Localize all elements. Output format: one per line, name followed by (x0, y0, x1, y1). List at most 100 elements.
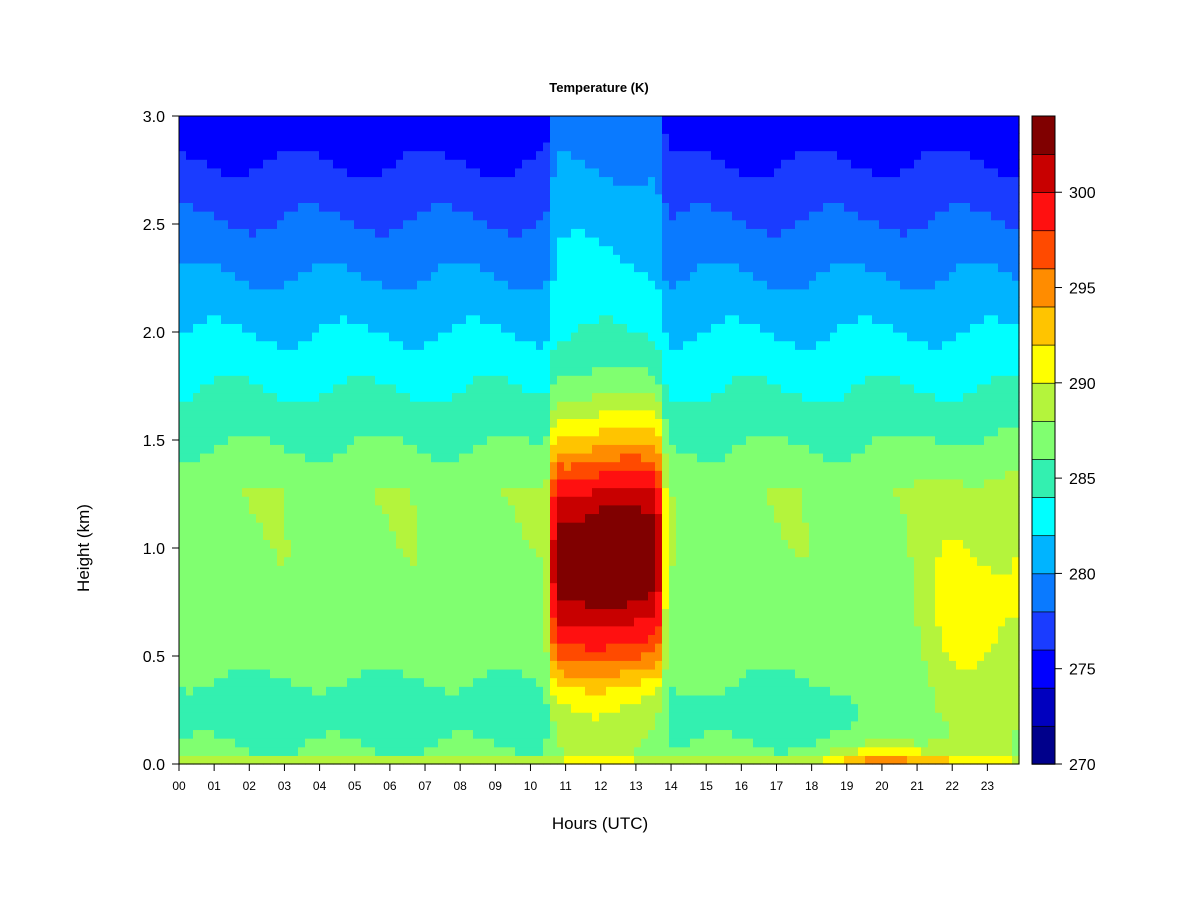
heatmap-cell (340, 383, 348, 394)
heatmap-cell (403, 668, 411, 679)
heatmap-cell (578, 366, 586, 376)
heatmap-cell (550, 703, 558, 713)
heatmap-cell (284, 271, 292, 281)
heatmap-cell (207, 634, 215, 644)
heatmap-cell (298, 522, 306, 532)
heatmap-cell (627, 582, 635, 592)
heatmap-cell (396, 236, 404, 247)
heatmap-cell (382, 720, 390, 731)
heatmap-cell (480, 124, 488, 134)
heatmap-cell (263, 599, 271, 610)
heatmap-cell (298, 193, 306, 203)
heatmap-cell (284, 159, 292, 169)
heatmap-cell (466, 435, 474, 445)
heatmap-cell (186, 513, 194, 523)
heatmap-cell (305, 297, 313, 307)
heatmap-cell (200, 150, 208, 160)
heatmap-cell (543, 617, 551, 627)
heatmap-cell (333, 271, 341, 281)
heatmap-cell (361, 332, 369, 342)
heatmap-cell (627, 591, 635, 601)
heatmap-cell (277, 392, 285, 402)
heatmap-cell (207, 556, 215, 566)
heatmap-cell (641, 418, 649, 428)
heatmap-cell (424, 409, 432, 419)
heatmap-cell (620, 617, 628, 627)
heatmap-cell (193, 141, 201, 152)
heatmap-cell (473, 668, 481, 679)
heatmap-cell (263, 694, 271, 705)
heatmap-cell (466, 513, 474, 523)
heatmap-cell (389, 150, 397, 160)
heatmap-cell (270, 608, 278, 618)
heatmap-cell (501, 720, 509, 731)
heatmap-cell (536, 617, 544, 627)
heatmap-cell (515, 530, 523, 540)
heatmap-cell (214, 634, 222, 644)
heatmap-cell (592, 280, 600, 290)
heatmap-cell (375, 738, 383, 748)
heatmap-cell (606, 185, 614, 195)
heatmap-cell (613, 548, 621, 558)
heatmap-cell (550, 254, 558, 264)
heatmap-cell (515, 133, 523, 143)
heatmap-cell (242, 470, 250, 480)
heatmap-cell (634, 193, 642, 203)
heatmap-cell (557, 288, 565, 299)
heatmap-cell (578, 167, 586, 178)
heatmap-cell (620, 755, 628, 765)
heatmap-cell (585, 720, 593, 731)
heatmap-cell (508, 651, 516, 661)
heatmap-cell (256, 133, 264, 143)
heatmap-cell (536, 418, 544, 428)
heatmap-cell (333, 487, 341, 497)
heatmap-cell (501, 660, 509, 670)
heatmap-cell (410, 401, 418, 411)
heatmap-cell (424, 668, 432, 679)
heatmap-cell (403, 228, 411, 238)
heatmap-cell (543, 444, 551, 454)
heatmap-cell (571, 470, 579, 480)
heatmap-cell (186, 262, 194, 273)
heatmap-cell (319, 271, 327, 281)
heatmap-cell (627, 668, 635, 679)
heatmap-cell (564, 452, 572, 463)
heatmap-cell (564, 720, 572, 731)
heatmap-cell (564, 694, 572, 705)
heatmap-cell (613, 375, 621, 385)
heatmap-cell (214, 565, 222, 575)
heatmap-cell (641, 452, 649, 463)
heatmap-cell (466, 660, 474, 670)
heatmap-cell (354, 608, 362, 618)
heatmap-cell (571, 297, 579, 307)
heatmap-cell (389, 280, 397, 290)
heatmap-cell (508, 288, 516, 299)
heatmap-cell (592, 349, 600, 359)
heatmap-cell (459, 668, 467, 679)
heatmap-cell (459, 548, 467, 558)
heatmap-cell (235, 712, 243, 722)
heatmap-cell (382, 530, 390, 540)
heatmap-cell (186, 202, 194, 212)
heatmap-cell (235, 729, 243, 739)
heatmap-cell (284, 487, 292, 497)
heatmap-cell (620, 357, 628, 368)
heatmap-cell (529, 478, 537, 489)
heatmap-cell (578, 193, 586, 203)
heatmap-cell (242, 556, 250, 566)
heatmap-cell (263, 262, 271, 273)
heatmap-cell (613, 401, 621, 411)
heatmap-cell (340, 159, 348, 169)
heatmap-cell (473, 427, 481, 437)
heatmap-cell (221, 548, 229, 558)
heatmap-cell (200, 504, 208, 515)
heatmap-cell (557, 427, 565, 437)
heatmap-cell (403, 185, 411, 195)
heatmap-cell (319, 193, 327, 203)
heatmap-cell (214, 703, 222, 713)
heatmap-cell (305, 332, 313, 342)
heatmap-cell (347, 608, 355, 618)
heatmap-cell (641, 513, 649, 523)
heatmap-cell (410, 349, 418, 359)
heatmap-cell (641, 487, 649, 497)
